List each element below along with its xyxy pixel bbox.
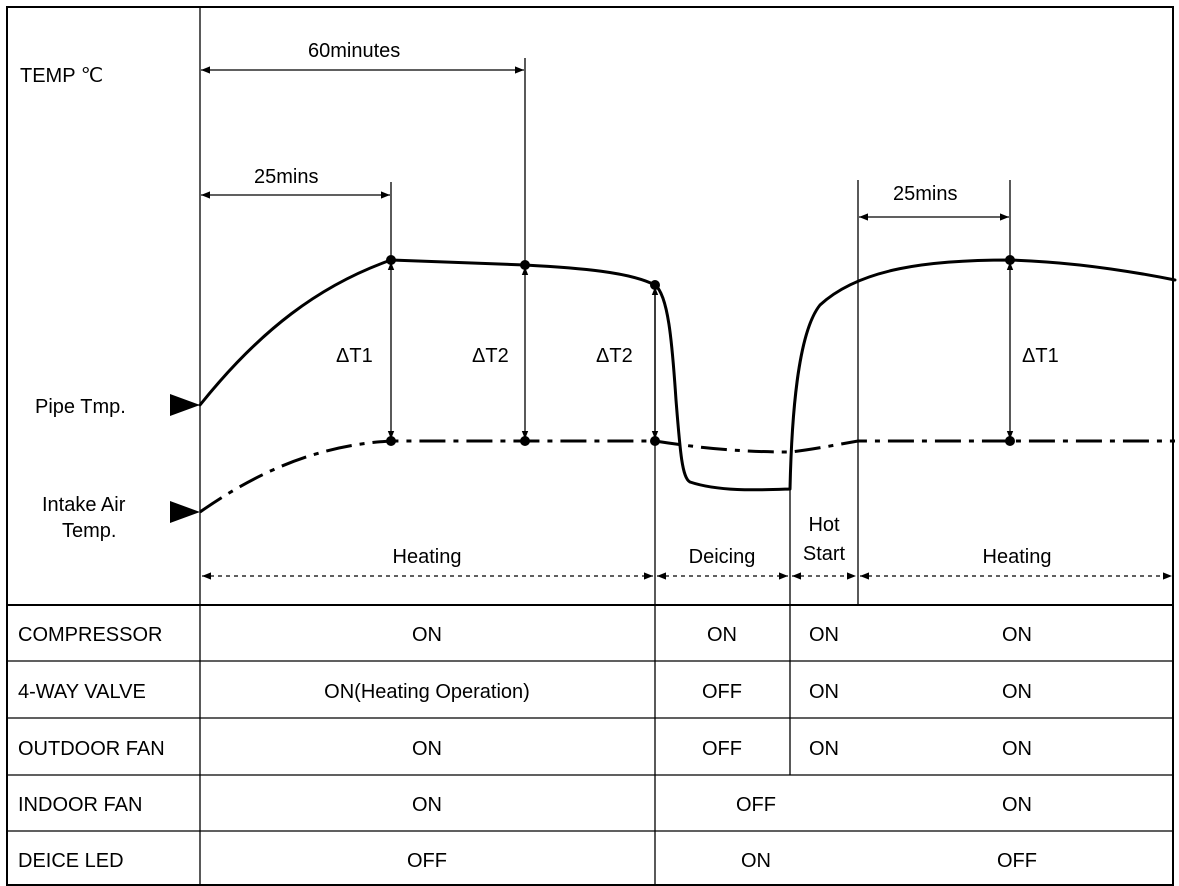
dt1-second-label: ΔT1	[1022, 345, 1059, 367]
cell-outdoor-fan-hot-start: ON	[809, 738, 839, 760]
first-25min-label: 25mins	[254, 166, 318, 188]
cell-deice-led-deicing-hot-start: ON	[741, 850, 771, 872]
intake-air-label-line1: Intake Air	[42, 494, 126, 516]
pipe-temp-curve	[198, 258, 1177, 492]
row-label-compressor: COMPRESSOR	[18, 624, 162, 646]
phase-deicing-label: Deicing	[689, 546, 756, 568]
sixty-min-label: 60minutes	[308, 40, 400, 62]
cell-outdoor-fan-deicing: OFF	[702, 738, 742, 760]
dt1-first-label: ΔT1	[336, 345, 373, 367]
row-label-indoor-fan: INDOOR FAN	[18, 794, 142, 816]
phase-heating-label: Heating	[393, 546, 462, 568]
cell-valve-heating-after: ON	[1002, 681, 1032, 703]
phase-hot-start-label-line1: Hot	[808, 514, 840, 536]
cell-deice-led-heating-after: OFF	[997, 850, 1037, 872]
phase-hot-start-label-line2: Start	[803, 543, 846, 565]
row-label-4-way-valve: 4-WAY VALVE	[18, 681, 146, 703]
intake-air-temp-curve	[199, 439, 1175, 514]
dt2-second-label: ΔT2	[596, 345, 633, 367]
row-label-outdoor-fan: OUTDOOR FAN	[18, 738, 165, 760]
cell-compressor-hot-start: ON	[809, 624, 839, 646]
intake-air-marker-icon	[170, 501, 200, 523]
cell-deice-led-heating: OFF	[407, 850, 447, 872]
dt2-first-label: ΔT2	[472, 345, 509, 367]
temp-axis-label: TEMP ℃	[20, 65, 103, 87]
cell-valve-hot-start: ON	[809, 681, 839, 703]
cell-indoor-fan-heating: ON	[412, 794, 442, 816]
cell-indoor-fan-heating-after: ON	[1002, 794, 1032, 816]
intake-air-label-line2: Temp.	[62, 520, 116, 542]
second-25min-label: 25mins	[893, 183, 957, 205]
pipe-temp-label: Pipe Tmp.	[35, 396, 126, 418]
cell-valve-heating: ON(Heating Operation)	[324, 681, 530, 703]
diagram-frame	[6, 6, 1174, 886]
cell-compressor-heating-after: ON	[1002, 624, 1032, 646]
cell-valve-deicing: OFF	[702, 681, 742, 703]
row-label-deice-led: DEICE LED	[18, 850, 124, 872]
cell-outdoor-fan-heating: ON	[412, 738, 442, 760]
cell-compressor-deicing: ON	[707, 624, 737, 646]
cell-indoor-fan-deicing-hot-start: OFF	[736, 794, 776, 816]
cell-compressor-heating: ON	[412, 624, 442, 646]
pipe-temp-marker-icon	[170, 394, 200, 416]
cell-outdoor-fan-heating-after: ON	[1002, 738, 1032, 760]
phase-heating-after-label: Heating	[983, 546, 1052, 568]
